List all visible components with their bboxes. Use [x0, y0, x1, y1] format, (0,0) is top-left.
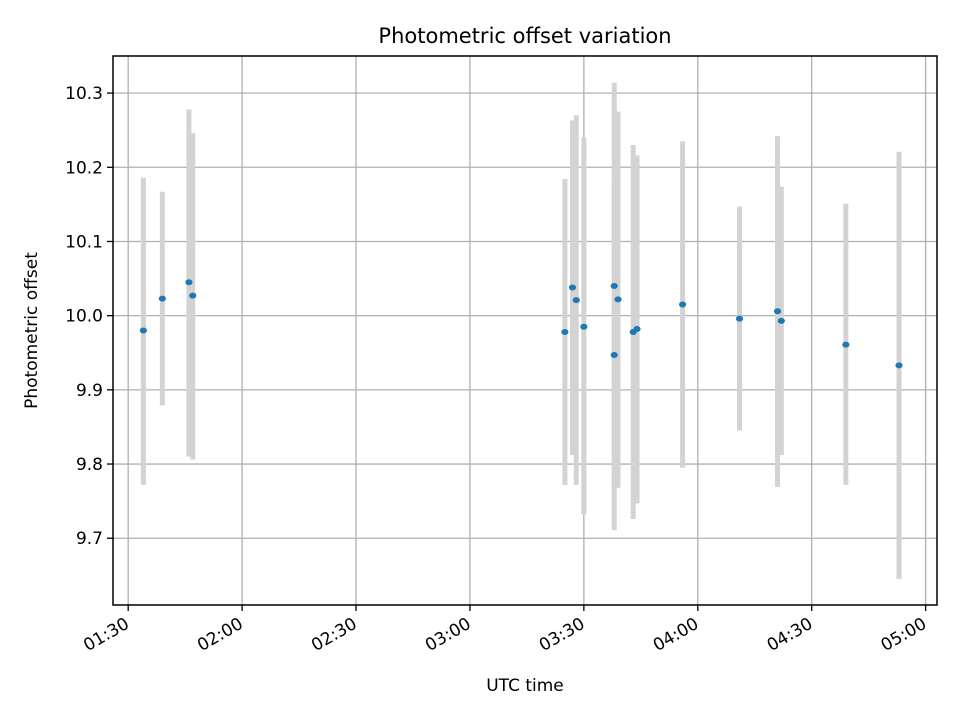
data-point [568, 284, 577, 291]
data-point [610, 282, 618, 289]
data-point [735, 315, 744, 322]
data-point [777, 317, 785, 324]
plot-frame [112, 55, 938, 606]
x-tick-label: 01:30 [80, 614, 132, 656]
data-point [139, 327, 147, 334]
x-tick-label: 02:00 [194, 614, 246, 656]
y-tick-label: 9.7 [76, 529, 103, 549]
x-tick-label: 04:00 [650, 614, 702, 656]
y-tick-label: 10.0 [65, 307, 103, 327]
data-point [580, 323, 588, 330]
data-point [842, 341, 850, 348]
data-point [561, 328, 569, 335]
x-tick-label: 04:30 [764, 614, 816, 656]
grid-lines [113, 56, 937, 605]
data-point [773, 308, 782, 315]
data-point [185, 279, 193, 286]
x-axis-label: UTC time [486, 676, 564, 696]
y-tick-label: 9.9 [76, 381, 103, 401]
y-tick-label: 10.1 [65, 232, 103, 252]
data-point [189, 292, 197, 299]
error-bars [140, 82, 902, 580]
y-tick-label: 9.8 [76, 455, 103, 475]
data-point [610, 351, 618, 358]
chart-title: Photometric offset variation [378, 24, 671, 48]
data-point [158, 295, 166, 302]
y-tick-label: 10.3 [65, 84, 103, 104]
y-tick-label: 10.2 [65, 158, 103, 178]
x-tick-label: 02:30 [308, 614, 360, 656]
data-point [633, 326, 641, 333]
x-tick-label: 05:00 [878, 614, 930, 656]
data-point [895, 362, 903, 369]
y-axis-label: Photometric offset [22, 252, 42, 409]
data-points [139, 279, 903, 369]
x-tick-label: 03:00 [422, 614, 474, 656]
data-point [572, 297, 580, 304]
x-tick-label: 03:30 [536, 614, 588, 656]
data-point [614, 296, 622, 303]
data-point [678, 301, 687, 308]
